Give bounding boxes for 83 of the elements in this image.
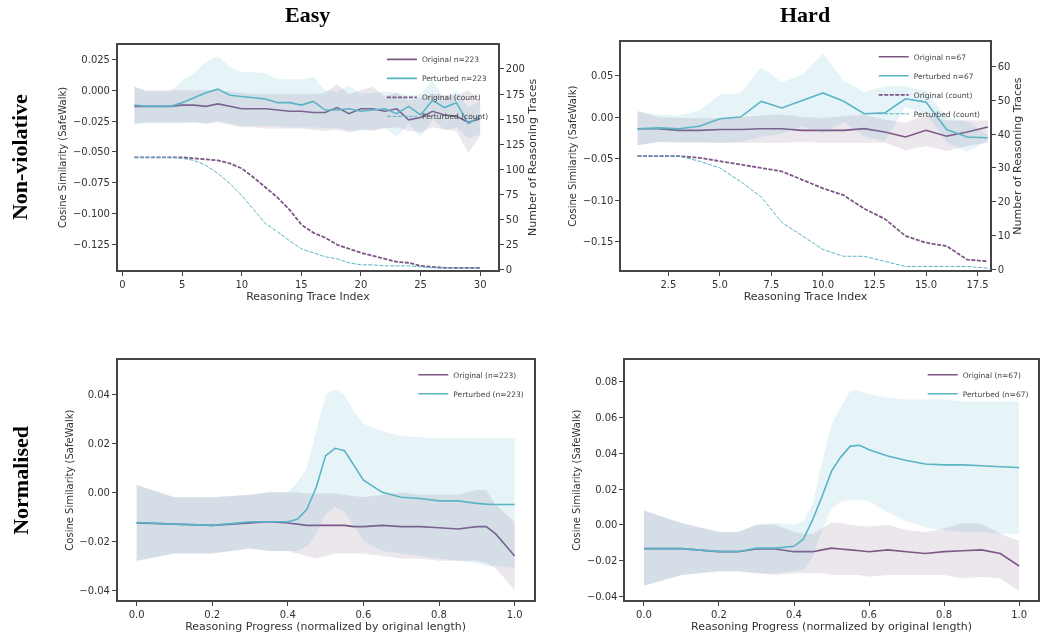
x-tick-label: 0.4	[786, 608, 802, 620]
text: Non-violative	[7, 93, 33, 221]
y-tick-label: 0.000	[81, 84, 110, 96]
y-axis-title: Cosine Similarity (SafeWalk)	[63, 409, 75, 551]
y-tick-label: 0.02	[87, 437, 110, 449]
y-tick-label: −0.050	[72, 146, 110, 158]
y-tick-label: −0.05	[582, 153, 614, 165]
x-tick-label: 0.0	[128, 608, 145, 620]
x-axis-title: Reasoning Progress (normalized by original length)	[185, 619, 467, 633]
y-axis-title: Cosine Similarity (SafeWalk)	[57, 86, 69, 228]
y-tick-label: −0.100	[72, 207, 110, 219]
y-tick-label: 0.00	[87, 486, 110, 498]
x-tick-label: 0.4	[279, 608, 296, 620]
y2-tick-label: 60	[997, 60, 1011, 72]
y2-tick-label: 30	[997, 162, 1011, 174]
y2-tick-label: 125	[505, 138, 525, 150]
x-tick-label: 17.5	[966, 278, 989, 290]
x-axis-title: Reasoning Progress (normalized by original length)	[691, 619, 972, 633]
y-axis-title: Cosine Similarity (SafeWalk)	[567, 85, 579, 227]
y2-tick-label: 25	[505, 239, 519, 251]
y-tick-label: −0.10	[582, 194, 614, 206]
y2-tick-label: 0	[505, 264, 513, 276]
x-tick-label: 0.8	[431, 608, 447, 620]
x-axis-title: Reasoning Trace Index	[246, 289, 371, 303]
y2-tick-label: 50	[505, 214, 519, 226]
x-tick-label: 20	[354, 278, 368, 290]
x-tick-label: 2.5	[660, 278, 677, 290]
x-tick-label: 5	[178, 278, 186, 290]
x-tick-label: 0.0	[636, 608, 652, 620]
chart-title: Easy	[285, 2, 331, 27]
x-tick-label: 0.6	[861, 608, 877, 620]
y-tick-label: 0.00	[591, 111, 614, 123]
x-axis-title: Reasoning Trace Index	[743, 289, 868, 303]
y2-tick-label: 100	[505, 163, 525, 175]
y2-tick-label: 10	[997, 230, 1011, 242]
x-tick-label: 0.2	[711, 608, 727, 620]
y-tick-label: −0.125	[72, 238, 110, 250]
y-tick-label: 0.08	[595, 376, 618, 388]
y-tick-label: −0.075	[72, 177, 110, 189]
y-tick-label: 0.04	[595, 447, 618, 459]
y-tick-label: 0.025	[81, 54, 110, 66]
y-tick-label: −0.15	[582, 236, 614, 248]
x-tick-label: 0.8	[936, 608, 952, 620]
y-tick-label: −0.04	[586, 590, 618, 602]
line-series	[643, 444, 1020, 553]
y-tick-label: 0.06	[595, 411, 618, 423]
y-tick-label: −0.02	[79, 535, 110, 547]
x-tick-label: 5.0	[711, 278, 728, 290]
line-series	[135, 447, 516, 527]
y2-axis-title: Number of Reasoning Traces	[525, 78, 539, 237]
x-tick-label: 0.2	[204, 608, 221, 620]
x-tick-label: 30	[473, 278, 487, 290]
y2-tick-label: 150	[505, 113, 525, 125]
y-tick-label: 0.04	[87, 388, 110, 400]
y2-tick-label: 200	[505, 63, 525, 75]
y-axis-title: Cosine Similarity (SafeWalk)	[571, 409, 583, 551]
y-tick-label: 0.02	[595, 483, 618, 495]
y2-axis-title: Number of Reasoning Traces	[1011, 77, 1025, 235]
x-tick-label: 7.5	[763, 278, 780, 290]
x-tick-label: 0.6	[355, 608, 372, 620]
chart-title: Hard	[780, 2, 831, 27]
y2-tick-label: 75	[505, 189, 519, 201]
text: Normalised	[7, 426, 33, 535]
y-tick-label: 0.00	[595, 519, 618, 531]
x-tick-label: 0	[119, 278, 126, 290]
y2-tick-label: 175	[505, 88, 525, 100]
y-tick-label: −0.025	[72, 115, 110, 127]
y2-tick-label: 40	[997, 128, 1011, 140]
y2-tick-label: 0	[997, 264, 1005, 276]
y-tick-label: −0.02	[586, 555, 618, 567]
x-tick-label: 1.0	[506, 608, 523, 620]
x-tick-label: 1.0	[1011, 608, 1028, 620]
x-tick-label: 10.0	[811, 278, 835, 290]
y-tick-label: 0.05	[591, 70, 614, 82]
x-tick-label: 15.0	[914, 278, 938, 290]
x-tick-label: 25	[414, 278, 427, 290]
line-series	[636, 92, 989, 139]
y2-tick-label: 20	[997, 196, 1011, 208]
y2-tick-label: 50	[997, 94, 1011, 106]
x-tick-label: 15	[294, 278, 308, 290]
y-tick-label: −0.04	[79, 584, 110, 596]
x-tick-label: 12.5	[863, 278, 886, 290]
x-tick-label: 10	[235, 278, 249, 290]
